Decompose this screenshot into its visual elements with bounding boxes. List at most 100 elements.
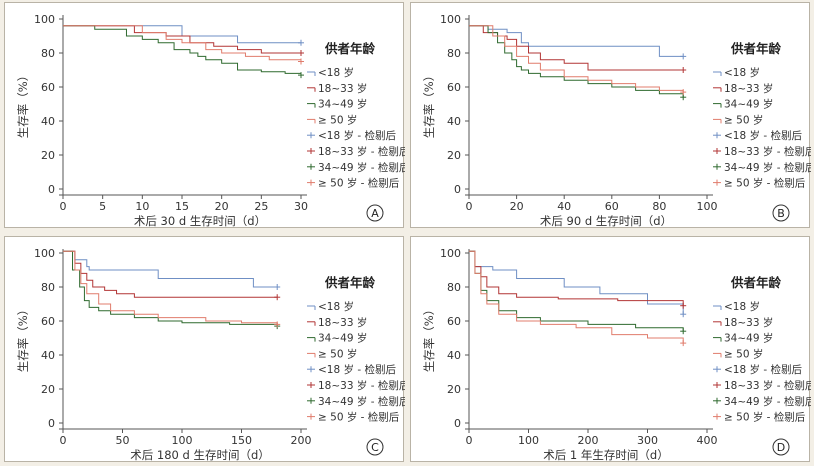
panel-label-circle [772,204,790,222]
survival-curve-1 [469,25,684,57]
panel-label-circle [366,438,384,456]
y-axis-label: 生存率（%） [16,304,30,372]
panel-d: 0 20 40 60 80 100 0 100 200 300 400 生存率（%） 术后 1 年生存时… [410,236,811,462]
y-tick-label: 60 [447,315,461,328]
y-tick-label: 80 [41,281,55,294]
legend-entry: ≥ 50 岁 [724,347,763,360]
legend-entry: <18 岁 [318,300,354,313]
x-tick-label: 100 [697,200,718,213]
x-tick-label: 20 [215,200,229,213]
legend-entry: 18~33 岁 [724,82,773,95]
legend-entry: 34~49 岁 [318,332,367,345]
panel-label: C [371,441,379,454]
y-tick-label: 0 [48,183,55,196]
x-tick-label: 0 [60,200,67,213]
x-tick-label: 5 [99,200,106,213]
panel-label-circle [366,204,384,222]
x-tick-label: 30 [294,200,308,213]
y-tick-label: 20 [41,383,55,396]
legend-entry: 18~33 岁 [318,82,367,95]
y-tick-label: 0 [454,417,461,430]
x-axis-label: 术后 30 d 生存时间（d） [134,214,266,228]
survival-curve-2 [469,25,684,71]
y-tick-label: 100 [34,247,55,260]
x-axis-label: 术后 180 d 生存时间（d） [130,448,270,462]
y-tick-label: 80 [447,47,461,60]
legend-entry: 18~33 岁 - 检剔后 [724,379,811,392]
legend-entry: 18~33 岁 [318,316,367,329]
y-tick-label: 100 [34,13,55,26]
legend-entry: <18 岁 - 检剔后 [724,363,802,376]
y-tick-label: 40 [41,115,55,128]
legend-entry: 34~49 岁 [318,98,367,111]
legend-entry: 34~49 岁 - 检剔后 [318,161,405,174]
legend-title: 供者年龄 [730,41,782,56]
y-tick-label: 100 [440,13,461,26]
survival-curve-2 [469,250,684,306]
x-tick-label: 200 [578,434,599,447]
legend-entry: 34~49 岁 [724,98,773,111]
x-tick-label: 150 [231,434,252,447]
legend-entry: ≥ 50 岁 [318,113,357,126]
x-tick-label: 0 [60,434,67,447]
x-tick-label: 400 [697,434,718,447]
panel-label: D [777,441,785,454]
legend-entry: <18 岁 - 检剔后 [724,129,802,142]
x-tick-label: 15 [175,200,189,213]
y-tick-label: 60 [41,81,55,94]
x-tick-label: 10 [135,200,149,213]
panel-label-circle [772,438,790,456]
survival-curve-3 [63,250,278,327]
x-axis-label: 术后 90 d 生存时间（d） [540,214,672,228]
legend-entry: <18 岁 [724,300,760,313]
x-tick-label: 50 [116,434,130,447]
legend-entry: <18 岁 [318,66,354,79]
panel-label: B [777,207,785,220]
x-tick-label: 0 [466,434,473,447]
y-tick-label: 60 [447,81,461,94]
legend-entry: <18 岁 [724,66,760,79]
y-tick-label: 40 [41,349,55,362]
legend-entry: <18 岁 - 检剔后 [318,363,396,376]
y-axis-label: 生存率（%） [422,70,436,138]
y-axis-label: 生存率（%） [422,304,436,372]
legend-entry: 34~49 岁 - 检剔后 [724,395,811,408]
x-tick-label: 200 [291,434,312,447]
legend-entry: 34~49 岁 - 检剔后 [724,161,811,174]
y-tick-label: 20 [447,383,461,396]
survival-curve-3 [63,25,302,76]
km-chart-a: 0 20 40 60 80 100 0 5 10 15 20 25 30 生存率（%） 术后 30 d 生存… [16,13,405,228]
legend-entry: ≥ 50 岁 - 检剔后 [724,411,805,424]
legend-entry: <18 岁 - 检剔后 [318,129,396,142]
survival-curve-2 [63,250,278,298]
x-tick-label: 20 [510,200,524,213]
legend-title: 供者年龄 [730,275,782,290]
km-chart-d: 0 20 40 60 80 100 0 100 200 300 400 生存率（%） 术后 1 年生存时… [422,247,811,462]
survival-curve-4 [469,25,684,93]
legend-entry: ≥ 50 岁 [318,347,357,360]
x-tick-label: 40 [557,200,571,213]
panel-b: 0 20 40 60 80 100 0 20 40 60 80 100 生存率（%） 术后 90 d 生存… [410,2,811,228]
survival-curve-4 [63,250,278,325]
legend-entry: 18~33 岁 - 检剔后 [318,145,405,158]
y-tick-label: 40 [447,349,461,362]
survival-curve-1 [63,250,278,288]
survival-curve-4 [469,250,684,344]
legend-entry: 18~33 岁 [724,316,773,329]
y-tick-label: 0 [454,183,461,196]
x-tick-label: 0 [466,200,473,213]
legend-entry: ≥ 50 岁 - 检剔后 [318,177,399,190]
legend-entry: 34~49 岁 [724,332,773,345]
y-tick-label: 100 [440,247,461,260]
legend-title: 供者年龄 [324,41,376,56]
panel-a: 0 20 40 60 80 100 0 5 10 15 20 25 30 生存率（%） 术后 30 d 生存… [4,2,405,228]
y-tick-label: 60 [41,315,55,328]
km-chart-c: 0 20 40 60 80 100 0 50 100 150 200 生存率（%） 术后 180 d 生… [16,247,405,462]
survival-curve-3 [469,250,684,332]
y-tick-label: 0 [48,417,55,430]
y-tick-label: 20 [447,149,461,162]
survival-curve-3 [469,25,684,98]
y-tick-label: 80 [447,281,461,294]
km-chart-b: 0 20 40 60 80 100 0 20 40 60 80 100 生存率（%） 术后 90 d 生存… [422,13,811,228]
legend-entry: ≥ 50 岁 - 检剔后 [318,411,399,424]
